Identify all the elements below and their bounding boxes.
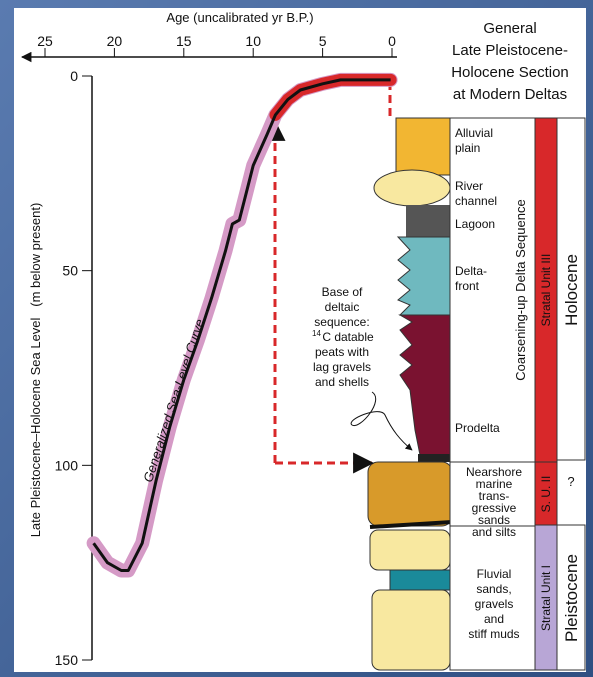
title: General <box>483 20 536 37</box>
fluvial-mud <box>390 570 450 590</box>
unit-label: S. U. II <box>539 476 553 513</box>
layer-label: front <box>455 279 480 293</box>
x-tick-label: 10 <box>245 33 261 49</box>
nearshore-layer <box>368 462 452 526</box>
alluvial-layer <box>396 118 450 175</box>
layer-label: stiff muds <box>468 627 519 641</box>
epoch-label: Holocene <box>562 254 581 326</box>
y-tick-label: 100 <box>55 457 79 473</box>
unit-label: Stratal Unit III <box>539 254 553 327</box>
title: Late Pleistocene- <box>452 42 568 59</box>
sequence-label: Coarsening-up Delta Sequence <box>513 199 528 380</box>
layer-label: Alluvial <box>455 126 493 140</box>
layer-label: Fluvial <box>477 567 512 581</box>
y-tick-label: 50 <box>62 263 78 279</box>
x-tick-label: 15 <box>176 33 192 49</box>
y-tick-label: 0 <box>70 68 78 84</box>
layer-label: gravels <box>475 597 514 611</box>
x-tick-label: 5 <box>319 33 327 49</box>
epoch-label: Pleistocene <box>562 554 581 642</box>
lagoon-layer <box>406 205 450 237</box>
annotation-sup: 14 <box>312 329 321 338</box>
figure: General Late Pleistocene- Holocene Section… <box>0 0 593 677</box>
y-axis-label: Late Pleistocene–Holocene Sea Level (m b… <box>28 203 43 538</box>
annotation: deltaic <box>325 300 360 314</box>
annotation: sequence: <box>314 315 369 329</box>
annotation: lag gravels <box>313 360 371 374</box>
layer-label: channel <box>455 194 497 208</box>
annotation: peats with <box>315 345 369 359</box>
annotation: and shells <box>315 375 369 389</box>
layer-label: River <box>455 179 483 193</box>
layer-label: sands, <box>476 582 511 596</box>
x-tick-label: 25 <box>37 33 53 49</box>
annotation: C datable <box>322 330 374 344</box>
fluvial-layer <box>372 590 450 670</box>
x-axis-label: Age (uncalibrated yr B.P.) <box>166 10 313 25</box>
layer-label: and <box>484 612 504 626</box>
title: Holocene Section <box>451 64 569 81</box>
x-tick-label: 0 <box>388 33 396 49</box>
page: General Late Pleistocene- Holocene Section… <box>0 0 593 677</box>
x-tick-label: 20 <box>107 33 123 49</box>
layer-label: Prodelta <box>455 421 500 435</box>
peat-layer <box>418 454 450 462</box>
title: at Modern Deltas <box>453 86 567 103</box>
epoch-label: ? <box>567 474 574 489</box>
fluvial-layer <box>370 530 450 570</box>
layer-label: and silts <box>472 525 516 539</box>
layer-label: plain <box>455 141 480 155</box>
layer-label: Lagoon <box>455 217 495 231</box>
annotation: Base of <box>322 285 363 299</box>
unit-label: Stratal Unit I <box>539 565 553 631</box>
y-tick-label: 150 <box>55 652 79 668</box>
channel-layer <box>374 170 450 206</box>
layer-label: Delta- <box>455 264 487 278</box>
